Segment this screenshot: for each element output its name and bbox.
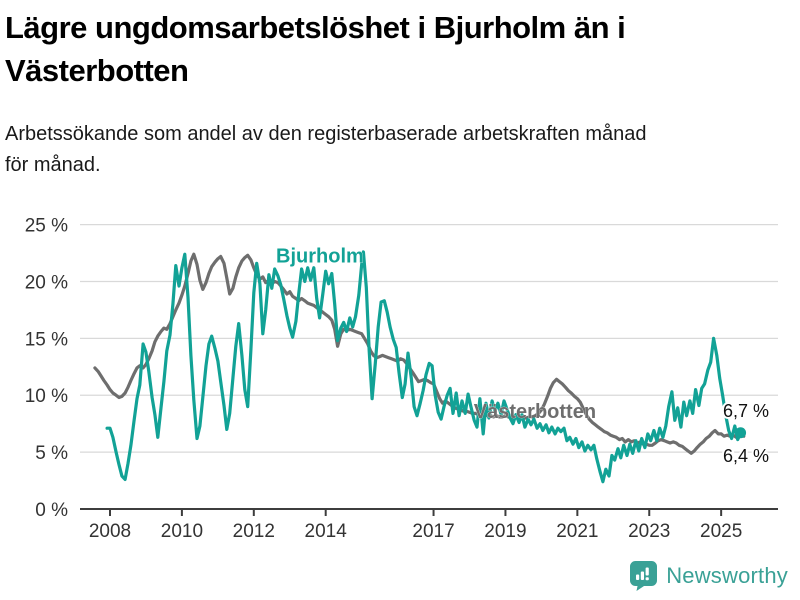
chart-title: Lägre ungdomsarbetslöshet i Bjurholm än …: [5, 6, 772, 93]
x-axis-label-2017: 2017: [412, 521, 454, 542]
series-line-bjurholm: [105, 250, 743, 484]
y-axis-label-15: 15 %: [25, 329, 68, 350]
x-axis-label-2012: 2012: [233, 521, 275, 542]
chart-title-line2: Västerbotten: [5, 53, 189, 89]
end-value-label-västerbotten: 6,4 %: [723, 446, 769, 466]
x-axis-label-2019: 2019: [484, 521, 526, 542]
chart-subtitle: Arbetssökande som andel av den registerb…: [5, 119, 772, 182]
end-dot-bjurholm: [735, 427, 747, 439]
x-axis-label-2008: 2008: [89, 521, 131, 542]
newsworthy-logo-icon: [630, 561, 658, 591]
end-value-label-bjurholm: 6,7 %: [723, 401, 769, 421]
y-axis-label-20: 20 %: [25, 272, 68, 293]
x-axis-label-2014: 2014: [305, 521, 348, 542]
logo-exclamation-bar: [645, 567, 649, 576]
series-line-västerbotten: [93, 252, 746, 455]
chart-title-line1: Lägre ungdomsarbetslöshet i Bjurholm än …: [5, 10, 626, 45]
newsworthy-brand-text: Newsworthy: [666, 563, 788, 588]
newsworthy-attribution: Newsworthy: [630, 561, 788, 591]
chart-subtitle-line2: för månad.: [5, 154, 101, 177]
y-axis-label-0: 0 %: [35, 500, 68, 521]
y-axis-label-10: 10 %: [25, 386, 68, 407]
logo-exclamation-dot: [645, 577, 649, 581]
x-axis-label-2010: 2010: [161, 521, 203, 542]
x-axis-label-2025: 2025: [700, 521, 742, 542]
series-label-västerbotten: Västerbotten: [474, 401, 596, 423]
x-axis-label-2023: 2023: [628, 521, 670, 542]
logo-bar-medium: [640, 571, 645, 580]
series-label-bjurholm: Bjurholm: [276, 245, 364, 267]
x-axis-label-2021: 2021: [556, 521, 598, 542]
y-axis-label-5: 5 %: [35, 443, 68, 464]
chart-subtitle-line1: Arbetssökande som andel av den registerb…: [5, 122, 647, 145]
chart-header: Lägre ungdomsarbetslöshet i Bjurholm än …: [0, 0, 800, 182]
y-axis-label-25: 25 %: [25, 216, 68, 237]
logo-bar-small: [636, 574, 640, 580]
